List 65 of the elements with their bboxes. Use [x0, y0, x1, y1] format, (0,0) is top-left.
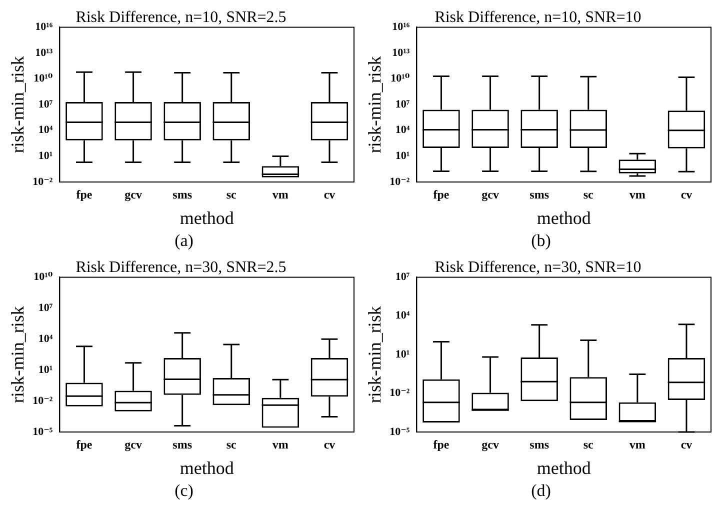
y-tick-label: 10⁻² — [390, 176, 410, 188]
x-tick-label: vm — [629, 187, 646, 202]
x-tick-label: sms — [530, 437, 550, 452]
x-tick-label: vm — [272, 187, 288, 202]
y-axis-title: risk-min_risk — [8, 56, 28, 154]
x-tick-label: gcv — [124, 187, 142, 202]
x-tick-label: gcv — [482, 437, 499, 452]
text: (c) — [174, 480, 194, 502]
y-tick-label: 10⁴ — [395, 310, 410, 322]
y-tick-label: 10⁷ — [38, 302, 54, 314]
y-axis-title: risk-min_risk — [364, 306, 385, 404]
y-tick-label: 10⁴ — [395, 124, 410, 136]
y-tick-label: 10⁷ — [395, 271, 410, 284]
y-tick-label: 10¹ — [38, 150, 53, 162]
x-axis-title: method — [180, 208, 234, 228]
y-tick-label: 10⁷ — [395, 98, 410, 110]
y-tick-label: 10¹⁶ — [35, 21, 54, 34]
x-tick-label: gcv — [482, 187, 499, 202]
x-axis-title: method — [536, 458, 591, 478]
y-tick-label: 10¹⁶ — [392, 21, 410, 34]
x-tick-label: fpe — [76, 437, 93, 452]
x-tick-label: cv — [680, 187, 692, 202]
x-tick-label: sc — [583, 187, 594, 202]
chart-title: Risk Difference, n=30, SNR=10 — [434, 258, 642, 276]
y-axis-title: risk-min_risk — [364, 56, 385, 154]
y-tick-label: 10¹⁰ — [34, 72, 53, 85]
chart-title: Risk Difference, n=10, SNR=10 — [434, 8, 642, 26]
y-tick-label: 10⁻⁵ — [390, 426, 410, 438]
y-tick-label: 10¹ — [395, 348, 410, 360]
y-tick-label: 10¹³ — [392, 46, 410, 59]
y-tick-label: 10⁷ — [38, 98, 54, 110]
x-tick-label: gcv — [124, 437, 142, 452]
x-tick-label: fpe — [76, 187, 93, 202]
x-axis-title: method — [536, 208, 591, 228]
y-tick-label: 10⁻⁵ — [32, 426, 54, 438]
y-axis-title: risk-min_risk — [8, 306, 28, 404]
y-tick-label: 10⁻² — [32, 394, 54, 407]
y-tick-label: 10⁴ — [38, 332, 54, 345]
x-tick-label: sc — [583, 437, 594, 452]
text: (a) — [174, 230, 194, 252]
x-tick-label: sms — [530, 187, 550, 202]
x-tick-label: vm — [272, 437, 288, 452]
chart-title: Risk Difference, n=10, SNR=2.5 — [76, 8, 286, 26]
x-tick-label: sc — [226, 187, 238, 202]
y-tick-label: 10¹⁰ — [34, 271, 53, 284]
x-tick-label: sc — [226, 437, 238, 452]
x-tick-label: sms — [172, 437, 192, 452]
y-tick-label: 10¹³ — [35, 46, 54, 59]
x-tick-label: vm — [629, 437, 646, 452]
chart-title: Risk Difference, n=30, SNR=2.5 — [76, 258, 286, 276]
text: (d) — [531, 480, 551, 502]
x-tick-label: cv — [324, 437, 336, 452]
y-tick-label: 10⁴ — [38, 124, 54, 136]
y-tick-label: 10¹ — [38, 364, 53, 376]
y-tick-label: 10⁻² — [390, 387, 410, 400]
x-tick-label: cv — [680, 437, 692, 452]
x-tick-label: sms — [172, 187, 192, 202]
x-axis-title: method — [180, 458, 234, 478]
y-tick-label: 10¹ — [395, 150, 410, 162]
x-tick-label: fpe — [433, 437, 450, 452]
x-tick-label: fpe — [433, 187, 450, 202]
x-tick-label: cv — [324, 187, 336, 202]
text: (b) — [531, 230, 551, 252]
y-tick-label: 10¹⁰ — [390, 72, 410, 85]
y-tick-label: 10⁻² — [32, 176, 54, 188]
